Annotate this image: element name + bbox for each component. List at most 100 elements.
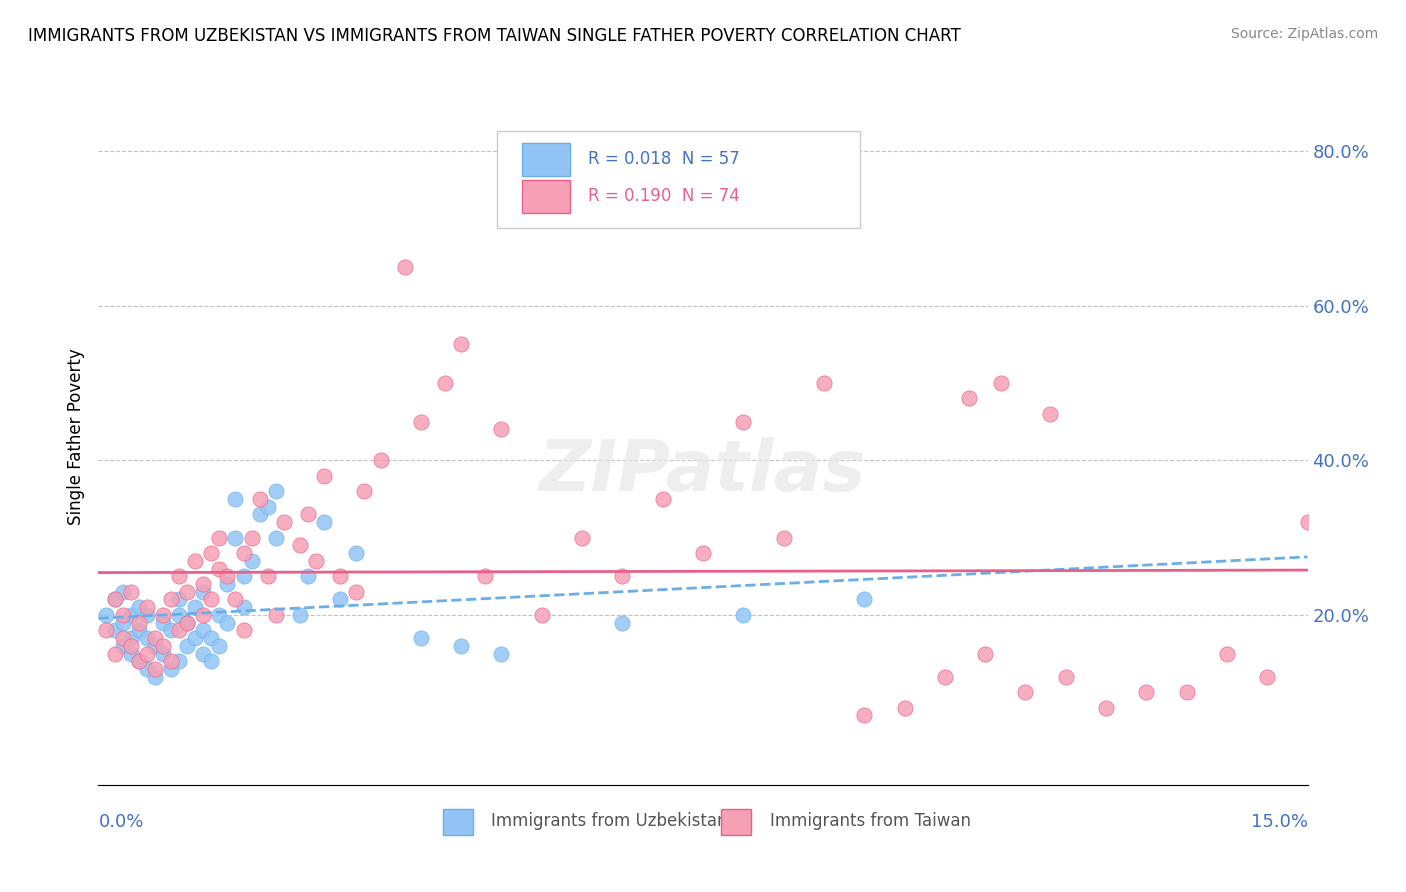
Point (208, 607, 231, 622)
Point (1256, 670, 1278, 684)
Point (103, 624, 125, 638)
Text: IMMIGRANTS FROM UZBEKISTAN VS IMMIGRANTS FROM TAIWAN SINGLE FATHER POVERTY CORRE: IMMIGRANTS FROM UZBEKISTAN VS IMMIGRANTS… (28, 27, 960, 45)
Bar (721, 809, 751, 835)
Point (530, 607, 553, 622)
Point (491, 422, 513, 436)
Point (167, 624, 190, 638)
Point (264, 531, 287, 545)
Point (853, 592, 876, 607)
Point (193, 584, 215, 599)
FancyBboxPatch shape (498, 131, 860, 228)
Point (152, 647, 174, 661)
Point (111, 615, 134, 630)
Point (240, 531, 263, 545)
Point (193, 647, 215, 661)
Point (314, 468, 336, 483)
Point (344, 584, 367, 599)
Point (256, 500, 278, 514)
Point (893, 700, 915, 714)
Text: Immigrants from Taiwan: Immigrants from Taiwan (769, 812, 970, 830)
Point (232, 569, 254, 583)
Point (128, 615, 150, 630)
Point (217, 615, 239, 630)
Point (217, 577, 239, 591)
Point (329, 592, 352, 607)
Point (772, 531, 794, 545)
Point (1039, 407, 1062, 421)
Point (450, 639, 472, 653)
Point (200, 631, 222, 645)
Point (1216, 647, 1239, 661)
Point (249, 491, 271, 506)
Point (176, 615, 198, 630)
Point (240, 554, 263, 568)
Point (193, 624, 215, 638)
Text: ZIPatlas: ZIPatlas (540, 437, 866, 507)
Point (143, 631, 166, 645)
Point (167, 592, 190, 607)
Point (111, 607, 134, 622)
Point (128, 600, 150, 615)
Point (143, 670, 166, 684)
Point (200, 654, 222, 668)
Point (1296, 515, 1319, 529)
Point (193, 577, 215, 591)
Point (135, 662, 157, 676)
Point (409, 415, 432, 429)
Point (232, 600, 254, 615)
Point (135, 647, 157, 661)
Point (957, 392, 980, 406)
Point (733, 415, 755, 429)
Point (813, 376, 835, 390)
Point (160, 654, 183, 668)
Point (990, 376, 1012, 390)
Point (176, 639, 198, 653)
Y-axis label: Single Father Poverty: Single Father Poverty (66, 349, 84, 525)
Point (120, 647, 142, 661)
Point (135, 600, 157, 615)
Bar (443, 809, 474, 835)
Point (1014, 685, 1036, 699)
Point (692, 546, 714, 560)
Point (152, 639, 174, 653)
Point (1095, 700, 1118, 714)
Point (353, 484, 375, 499)
Point (200, 592, 222, 607)
Point (128, 654, 150, 668)
Point (853, 708, 876, 723)
Point (1175, 685, 1198, 699)
Point (224, 491, 246, 506)
Point (217, 569, 239, 583)
Point (120, 631, 142, 645)
Point (200, 546, 222, 560)
Point (612, 569, 634, 583)
Point (128, 654, 150, 668)
Point (111, 631, 134, 645)
Point (160, 592, 183, 607)
Point (370, 453, 392, 467)
Point (297, 508, 319, 522)
Point (329, 569, 352, 583)
Point (264, 484, 287, 499)
Point (288, 607, 311, 622)
Point (160, 662, 183, 676)
Text: Source: ZipAtlas.com: Source: ZipAtlas.com (1230, 27, 1378, 41)
Point (314, 515, 336, 529)
Point (184, 631, 207, 645)
Point (135, 607, 157, 622)
Point (208, 561, 231, 575)
Point (224, 592, 246, 607)
Point (208, 531, 231, 545)
Point (288, 538, 311, 552)
Point (450, 337, 472, 351)
Point (733, 607, 755, 622)
Point (160, 624, 183, 638)
Point (111, 639, 134, 653)
Point (1054, 670, 1077, 684)
Point (167, 569, 190, 583)
Point (394, 260, 416, 274)
Point (571, 531, 593, 545)
Text: Immigrants from Uzbekistan: Immigrants from Uzbekistan (492, 812, 728, 830)
Point (232, 624, 254, 638)
Point (434, 376, 457, 390)
